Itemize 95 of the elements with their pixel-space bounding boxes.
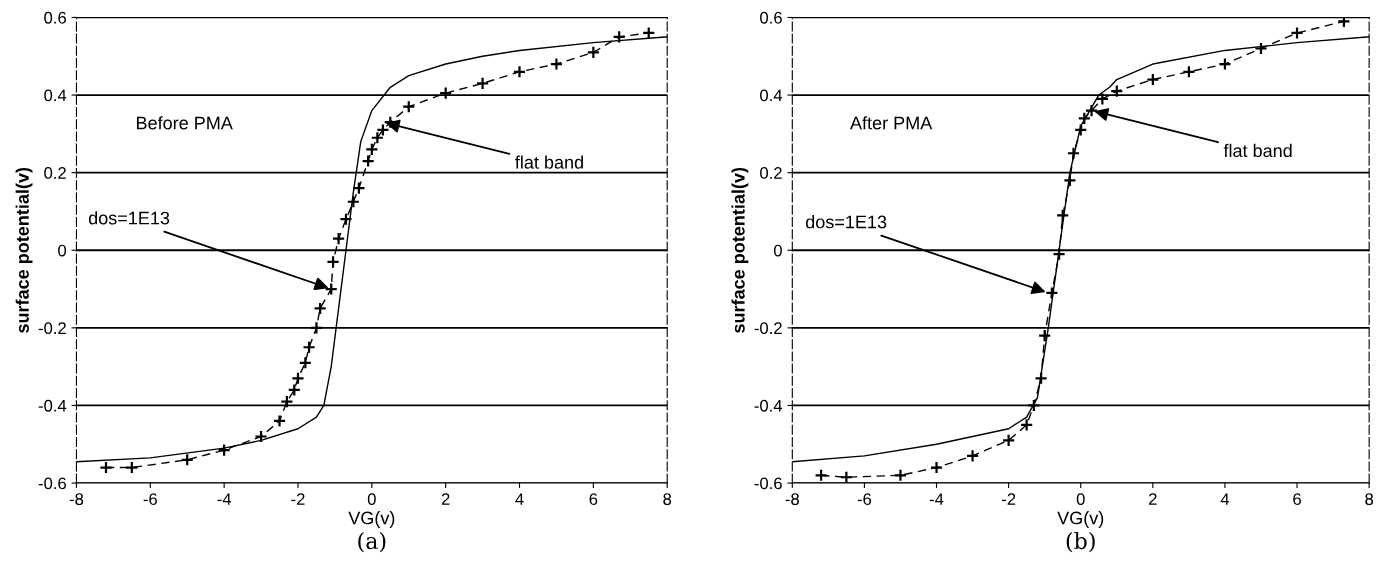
point [217, 443, 231, 457]
x-tick-label: -2 [1001, 493, 1016, 505]
point [1063, 173, 1077, 188]
x-tick-label: 2 [1149, 493, 1157, 505]
point [642, 26, 656, 40]
point [1182, 65, 1196, 79]
x-axis-title: VG(v) [1057, 511, 1104, 528]
point [1110, 84, 1124, 98]
y-axis-title: surface potential(v) [15, 167, 33, 333]
point [1218, 57, 1232, 71]
y-tick-label: -0.2 [754, 322, 782, 335]
y-tick-label: 0 [58, 244, 67, 257]
point [549, 57, 564, 71]
y-tick-label: 0.2 [760, 167, 782, 179]
y-tick-label: -0.4 [754, 399, 783, 412]
point [1337, 17, 1351, 29]
annotation: dos=1E13 [805, 215, 887, 229]
annotation: Before PMA [137, 116, 233, 130]
point [475, 76, 490, 91]
point [280, 394, 294, 409]
point [814, 468, 828, 482]
point [361, 154, 375, 168]
x-tick-label: 4 [515, 493, 524, 505]
y-tick-label: -0.6 [754, 477, 782, 490]
y-tick-label: 0.6 [760, 11, 782, 24]
point [612, 30, 626, 44]
point [965, 449, 980, 463]
point [1056, 208, 1070, 223]
x-tick-label: 8 [663, 493, 672, 506]
y-tick-label: 0.4 [760, 89, 783, 102]
point [365, 142, 379, 157]
x-tick-label: -4 [217, 493, 232, 505]
point [1146, 72, 1160, 87]
point [313, 301, 327, 316]
x-tick-label: 6 [1293, 493, 1301, 506]
point [298, 356, 313, 370]
point [839, 470, 854, 484]
point [439, 86, 453, 100]
point [1019, 418, 1034, 432]
point [586, 45, 601, 60]
point [254, 429, 268, 444]
point [352, 181, 366, 195]
x-tick-label: -8 [785, 493, 799, 506]
y-tick-label: 0 [773, 244, 782, 257]
x-tick-label: 2 [441, 493, 450, 505]
point [326, 255, 340, 269]
point [339, 212, 353, 226]
x-tick-label: -4 [929, 493, 944, 505]
point [346, 195, 361, 209]
y-tick-label: -0.4 [38, 399, 67, 412]
x-tick-label: 4 [1220, 493, 1230, 505]
y-tick-label: -0.2 [38, 322, 66, 335]
point [180, 453, 194, 467]
point [1095, 92, 1110, 106]
point [99, 460, 113, 475]
annotation: flat band [1223, 143, 1292, 158]
y-axis-title: surface potential(v) [731, 167, 749, 333]
x-tick-label: 0 [1076, 493, 1085, 506]
point [1074, 123, 1088, 137]
x-tick-label: -8 [69, 493, 84, 506]
x-tick-label: -6 [857, 493, 872, 506]
point [1038, 328, 1052, 343]
point [1254, 41, 1268, 56]
point [512, 65, 527, 79]
point [125, 460, 139, 475]
text: (a) [358, 531, 386, 553]
annotation: flat band [515, 155, 583, 169]
point [1052, 247, 1066, 261]
x-tick-label: 0 [367, 493, 376, 506]
x-tick-label: -6 [143, 493, 157, 506]
text: (b) [1066, 531, 1095, 553]
x-tick-label: 8 [1365, 493, 1374, 506]
point [1001, 433, 1016, 448]
y-tick-label: -0.6 [38, 477, 66, 490]
x-tick-label: 6 [589, 493, 598, 506]
y-tick-label: 0.2 [44, 167, 66, 179]
annotation: dos=1E13 [88, 211, 170, 225]
point [1290, 26, 1304, 40]
point [287, 383, 301, 397]
x-axis-title: VG(v) [348, 511, 395, 528]
point [402, 100, 416, 114]
x-tick-label: -2 [291, 493, 305, 505]
point [309, 321, 324, 335]
y-tick-label: 0.6 [44, 11, 66, 24]
point [1066, 146, 1081, 160]
point [893, 468, 908, 482]
point [331, 231, 346, 246]
point [302, 340, 316, 354]
annotation: After PMA [850, 116, 933, 130]
point [1034, 371, 1048, 385]
point [272, 414, 287, 428]
point [291, 371, 305, 385]
point [1027, 398, 1041, 413]
y-tick-label: 0.4 [44, 89, 67, 102]
point [929, 460, 944, 475]
